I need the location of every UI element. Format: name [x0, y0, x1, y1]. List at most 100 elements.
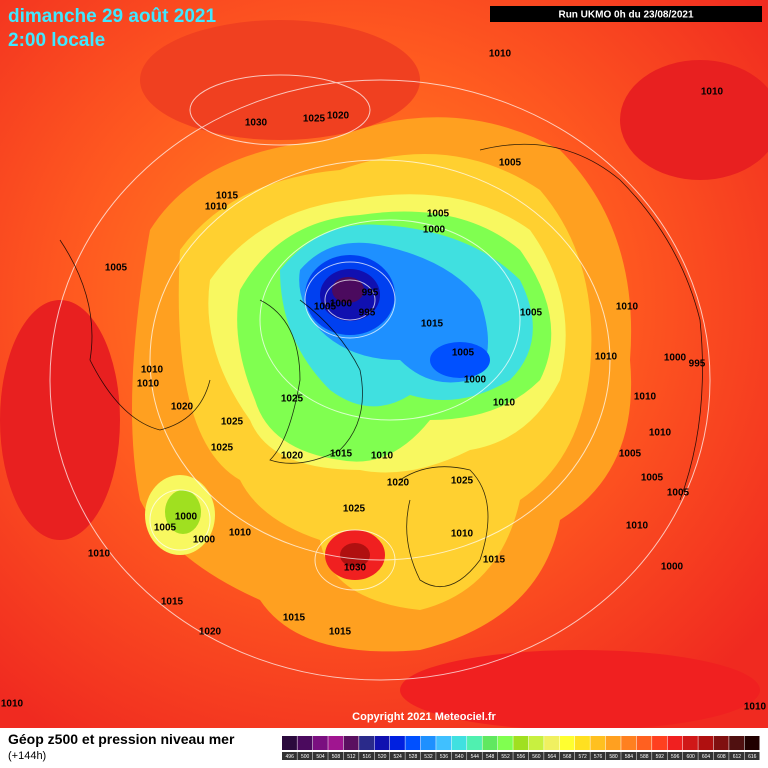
colorbar-tick-bg [574, 752, 590, 760]
colorbar-cell [636, 736, 652, 750]
colorbar-tick-bg [451, 752, 467, 760]
isobar-label: 1015 [283, 613, 306, 624]
isobar-label: 1005 [667, 488, 690, 499]
isobar-label: 1010 [626, 521, 649, 532]
colorbar-cell [497, 736, 513, 750]
colorbar-cell [559, 736, 575, 750]
isobar-label: 1015 [483, 555, 506, 566]
isobar-label: 1020 [387, 478, 410, 489]
colorbar-tick-bg [482, 752, 498, 760]
colorbar-tick-label: 528 [409, 754, 418, 760]
isobar-label: 1000 [175, 512, 198, 523]
colorbar-tick-label: 508 [332, 754, 341, 760]
colorbar-tick-bg [436, 752, 452, 760]
colorbar-cell [467, 736, 482, 750]
colorbar-tick-label: 500 [301, 754, 310, 760]
date-title: dimanche 29 août 2021 [8, 6, 216, 27]
colorbar-tick-label: 532 [424, 754, 433, 760]
colorbar-tick-bg [667, 752, 683, 760]
colorbar-tick-bg [528, 752, 544, 760]
isobar-label: 1005 [105, 263, 128, 274]
isobar-label: 1030 [344, 563, 367, 574]
colorbar-tick-label: 556 [517, 754, 526, 760]
colorbar-tick-bg [513, 752, 529, 760]
colorbar-tick-label: 524 [393, 754, 402, 760]
colorbar-cell [451, 736, 467, 750]
colorbar-tick-label: 592 [656, 754, 665, 760]
colorbar-tick-label: 512 [347, 754, 356, 760]
isobar-label: 1000 [193, 535, 216, 546]
colorbar-tick-bg [636, 752, 652, 760]
colorbar-cell [405, 736, 421, 750]
colorbar-cell [605, 736, 621, 750]
colorbar-tick-label: 604 [702, 754, 711, 760]
isobar-label: 1005 [499, 158, 522, 169]
isobar-label: 1010 [493, 398, 516, 409]
isobar-label: 1015 [329, 627, 352, 638]
colorbar-tick-label: 576 [594, 754, 603, 760]
isobar-label: 1010 [1, 699, 24, 710]
colorbar-tick-bg [713, 752, 729, 760]
colorbar-tick-bg [682, 752, 698, 760]
isobar-label: 1020 [327, 111, 350, 122]
colorbar-tick-label: 572 [579, 754, 588, 760]
isobar-label: 1010 [371, 451, 394, 462]
colorbar-cell [544, 736, 560, 750]
run-banner [490, 6, 762, 22]
colorbar-cell [436, 736, 452, 750]
colorbar-tick-bg [282, 752, 297, 760]
isobar-label: 1005 [520, 308, 543, 319]
colorbar-cell [389, 736, 405, 750]
colorbar-tick-bg [405, 752, 421, 760]
isobar-label: 1015 [421, 319, 444, 330]
colorbar-cell [713, 736, 729, 750]
isobar-label: 1000 [464, 375, 487, 386]
colorbar-tick-label: 564 [548, 754, 557, 760]
isobar-label: 1010 [229, 528, 252, 539]
isobar-label: 1025 [343, 504, 366, 515]
colorbar-tick-bg [497, 752, 513, 760]
isobar-label: 1005 [452, 348, 475, 359]
isobar-label: 1005 [619, 449, 642, 460]
isobar-label: 1005 [641, 473, 664, 484]
isobars [49, 74, 711, 681]
isobar-label: 1010 [451, 529, 474, 540]
isobar-label: 1000 [423, 225, 446, 236]
colorbar-tick-label: 544 [471, 754, 480, 760]
colorbar-cell [312, 736, 328, 750]
colorbar-tick-bg [297, 752, 313, 760]
colorbar-cell [744, 736, 760, 750]
isobar-label: 1005 [427, 209, 450, 220]
colorbar-cell [698, 736, 714, 750]
isobar-label: 1010 [701, 87, 724, 98]
colorbar-cell [297, 736, 313, 750]
colorbar-tick-bg [605, 752, 621, 760]
colorbar-tick-bg [312, 752, 328, 760]
isobar-label: 1025 [451, 476, 474, 487]
colorbar-cell [667, 736, 683, 750]
colorbar-tick-bg [420, 752, 436, 760]
colorbar-cell [374, 736, 390, 750]
colorbar-tick-label: 496 [286, 754, 295, 760]
time-title: 2:00 locale [8, 30, 105, 51]
isobar-label: 1010 [595, 352, 618, 363]
isobar-label: 1025 [211, 443, 234, 454]
colorbar-tick-label: 596 [671, 754, 680, 760]
isobar-label: 1015 [161, 597, 184, 608]
isobar-label: 1015 [216, 191, 239, 202]
colorbar-tick-label: 520 [378, 754, 387, 760]
colorbar-tick-label: 552 [501, 754, 510, 760]
isobar-label: 1010 [616, 302, 639, 313]
colorbar-tick-label: 516 [363, 754, 372, 760]
isobar-label: 1000 [661, 562, 684, 573]
isobar-label: 1020 [171, 402, 194, 413]
colorbar-tick-bg [621, 752, 637, 760]
colorbar-tick-bg [590, 752, 606, 760]
footer-title: Géop z500 et pression niveau mer [8, 731, 235, 747]
colorbar-tick-bg [359, 752, 375, 760]
isobar-label: 1010 [141, 365, 164, 376]
colorbar-cell [528, 736, 544, 750]
isobar-label: 995 [359, 308, 376, 319]
colorbar-tick-bg [343, 752, 359, 760]
isobar-label: 1030 [245, 118, 268, 129]
